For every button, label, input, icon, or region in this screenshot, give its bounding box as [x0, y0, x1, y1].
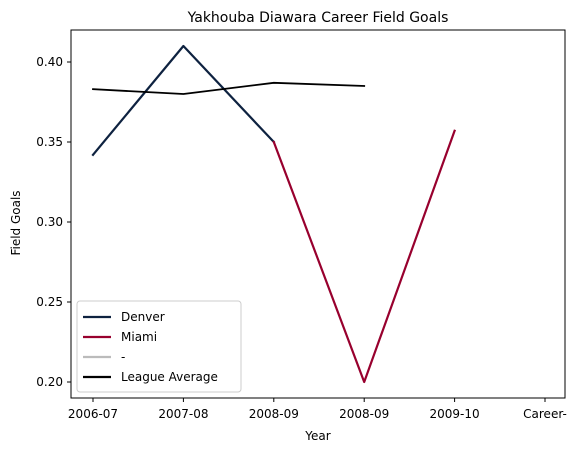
- y-tick-label: 0.20: [36, 375, 63, 389]
- legend-label--: -: [121, 350, 125, 364]
- x-tick-label: 2006-07: [68, 407, 118, 421]
- y-tick-label: 0.25: [36, 295, 63, 309]
- y-tick-label: 0.30: [36, 215, 63, 229]
- legend-label-league-average: League Average: [121, 370, 218, 384]
- y-axis-title: Field Goals: [9, 190, 23, 255]
- legend-label-miami: Miami: [121, 330, 157, 344]
- y-tick-label: 0.35: [36, 135, 63, 149]
- x-tick-label: 2008-09: [249, 407, 299, 421]
- x-tick-label: 2008-09: [339, 407, 389, 421]
- x-tick-label: 2009-10: [430, 407, 480, 421]
- y-tick-label: 0.40: [36, 55, 63, 69]
- legend-label-denver: Denver: [121, 310, 165, 324]
- chart-title: Yakhouba Diawara Career Field Goals: [187, 10, 449, 26]
- legend: Denver Miami - League Average: [77, 301, 241, 392]
- x-tick-label: 2007-08: [158, 407, 208, 421]
- x-tick-label: Career-: [523, 407, 567, 421]
- x-axis-title: Year: [304, 429, 330, 443]
